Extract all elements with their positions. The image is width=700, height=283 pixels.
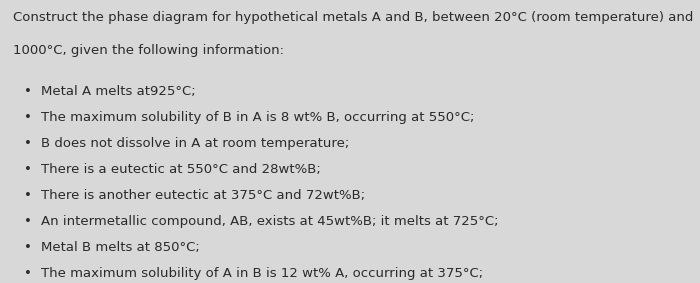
Text: Metal B melts at 850°C;: Metal B melts at 850°C;: [41, 241, 199, 254]
Text: •: •: [24, 111, 32, 124]
Text: •: •: [24, 163, 32, 176]
Text: •: •: [24, 85, 32, 98]
Text: •: •: [24, 241, 32, 254]
Text: •: •: [24, 267, 32, 280]
Text: There is another eutectic at 375°C and 72wt%B;: There is another eutectic at 375°C and 7…: [41, 189, 365, 202]
Text: 1000°C, given the following information:: 1000°C, given the following information:: [13, 44, 284, 57]
Text: •: •: [24, 215, 32, 228]
Text: An intermetallic compound, AB, exists at 45wt%B; it melts at 725°C;: An intermetallic compound, AB, exists at…: [41, 215, 498, 228]
Text: Metal A melts at925°C;: Metal A melts at925°C;: [41, 85, 195, 98]
Text: There is a eutectic at 550°C and 28wt%B;: There is a eutectic at 550°C and 28wt%B;: [41, 163, 321, 176]
Text: •: •: [24, 189, 32, 202]
Text: •: •: [24, 137, 32, 150]
Text: Construct the phase diagram for hypothetical metals A and B, between 20°C (room : Construct the phase diagram for hypothet…: [13, 11, 693, 24]
Text: The maximum solubility of A in B is 12 wt% A, occurring at 375°C;: The maximum solubility of A in B is 12 w…: [41, 267, 483, 280]
Text: The maximum solubility of B in A is 8 wt% B, occurring at 550°C;: The maximum solubility of B in A is 8 wt…: [41, 111, 474, 124]
Text: B does not dissolve in A at room temperature;: B does not dissolve in A at room tempera…: [41, 137, 349, 150]
